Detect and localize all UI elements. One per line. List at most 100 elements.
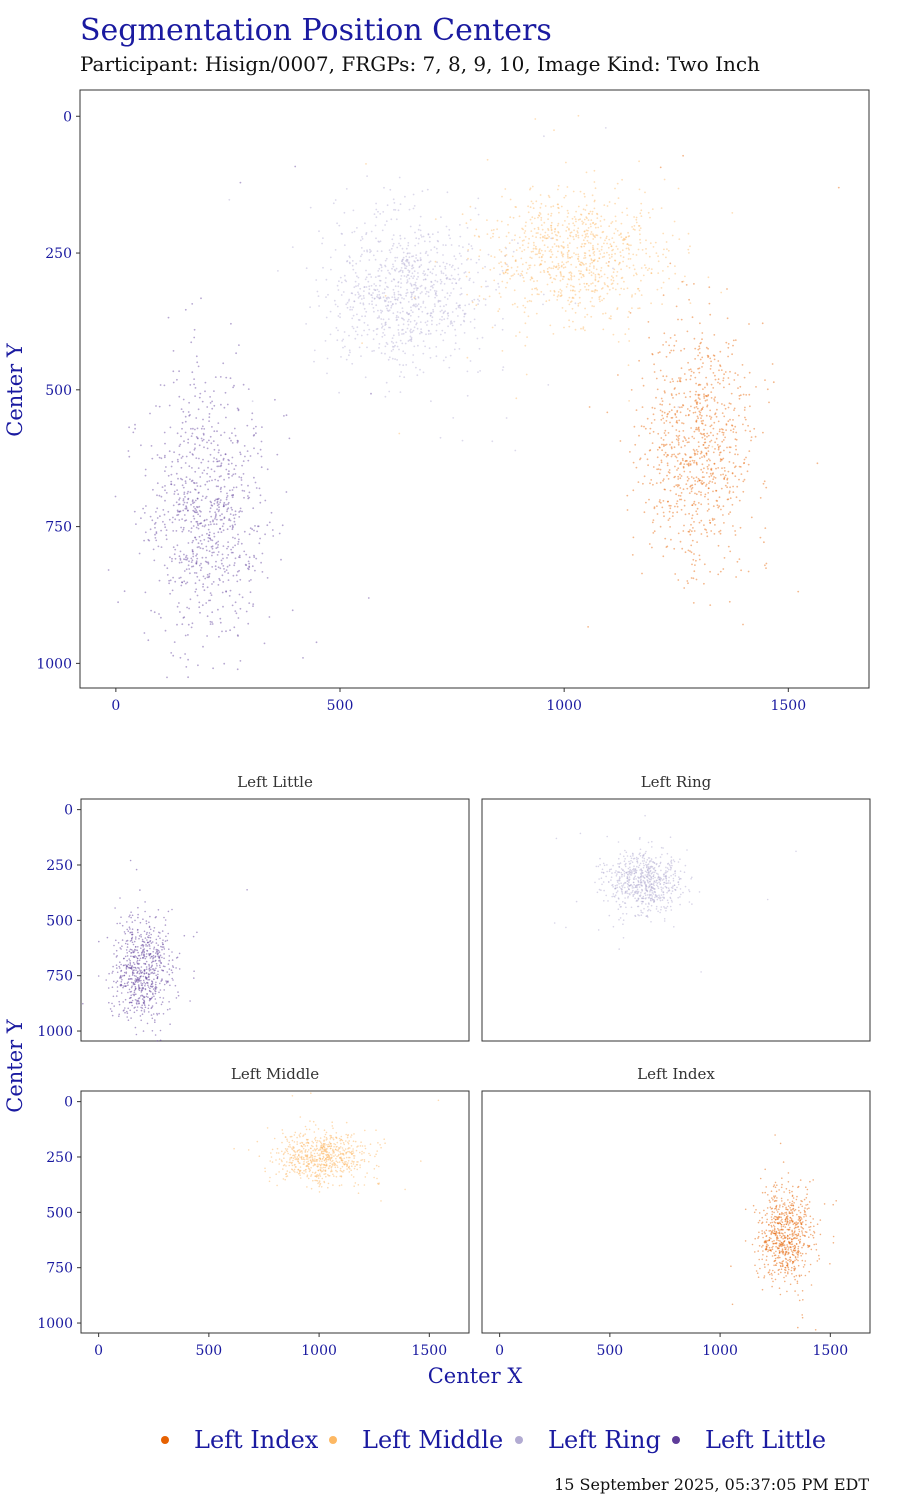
point-left-little [140,922,142,924]
point-left-little [251,528,253,530]
point-left-ring [647,910,649,912]
point-left-little [269,616,271,618]
point-left-ring [356,314,358,316]
point-left-index [718,449,720,451]
point-left-little [244,456,246,458]
point-left-little [235,510,237,512]
point-left-index [731,393,733,395]
point-left-middle [657,255,659,257]
point-left-ring [330,334,332,336]
point-left-index [653,466,655,468]
point-left-index [733,340,735,342]
point-left-middle [567,246,569,248]
point-left-little [157,454,159,456]
point-left-middle [640,203,642,205]
point-left-middle [365,163,367,165]
point-left-middle [490,255,492,257]
point-left-index [703,397,705,399]
point-left-middle [643,275,645,277]
point-left-ring [660,880,662,882]
point-left-index [719,383,721,385]
point-left-ring [406,289,408,291]
point-left-ring [646,879,648,881]
point-left-ring [334,300,336,302]
point-left-little [240,508,242,510]
point-left-index [716,409,718,411]
point-left-little [231,475,233,477]
point-left-little [235,465,237,467]
point-left-middle [596,217,598,219]
point-left-little [163,1013,165,1015]
point-left-middle [545,232,547,234]
point-left-index [666,475,668,477]
point-left-ring [479,370,481,372]
point-left-ring [348,354,350,356]
point-left-little [190,491,192,493]
point-left-little [161,957,163,959]
point-left-little [153,970,155,972]
point-left-little [229,437,231,439]
point-left-little [195,417,197,419]
point-left-little [193,936,195,938]
point-left-index [681,319,683,321]
point-left-ring [410,315,412,317]
point-left-middle [580,289,582,291]
point-left-index [659,351,661,353]
point-left-middle [633,216,635,218]
point-left-little [235,435,237,437]
point-left-index [700,482,702,484]
point-left-little [139,553,141,555]
point-left-middle [610,279,612,281]
point-left-little [211,408,213,410]
point-left-little [141,991,143,993]
point-left-little [253,477,255,479]
point-left-index [675,484,677,486]
point-left-middle [631,307,633,309]
point-left-little [196,506,198,508]
point-left-index [686,463,688,465]
point-left-little [125,999,127,1001]
point-left-ring [440,216,442,218]
point-left-index [652,354,654,356]
point-left-index [642,483,644,485]
point-left-index [724,467,726,469]
point-left-little [193,515,195,517]
point-left-little [155,522,157,524]
point-left-index [697,355,699,357]
point-left-little [182,456,184,458]
point-left-little [136,1002,138,1004]
point-left-little [216,430,218,432]
point-left-ring [667,906,669,908]
point-left-little [155,991,157,993]
point-left-index [727,347,729,349]
point-left-little [123,964,125,966]
point-left-ring [415,257,417,259]
point-left-ring [414,320,416,322]
point-left-middle [632,254,634,256]
point-left-ring [387,305,389,307]
point-left-ring [609,915,611,917]
point-left-index [725,342,727,344]
point-left-little [158,960,160,962]
point-left-ring [391,280,393,282]
point-left-ring [355,285,357,287]
point-left-index [700,503,702,505]
point-left-index [657,456,659,458]
point-left-ring [374,289,376,291]
point-left-middle [599,250,601,252]
point-left-ring [391,238,393,240]
point-left-ring [554,922,556,924]
point-left-little [272,529,274,531]
point-left-ring [356,227,358,229]
point-left-middle [609,289,611,291]
point-left-middle [604,240,606,242]
point-left-middle [552,246,554,248]
point-left-ring [668,869,670,871]
point-left-little [111,1003,113,1005]
point-left-little [172,959,174,961]
point-left-ring [426,324,428,326]
point-left-little [196,562,198,564]
point-left-ring [394,269,396,271]
point-left-ring [636,892,638,894]
point-left-little [156,507,158,509]
